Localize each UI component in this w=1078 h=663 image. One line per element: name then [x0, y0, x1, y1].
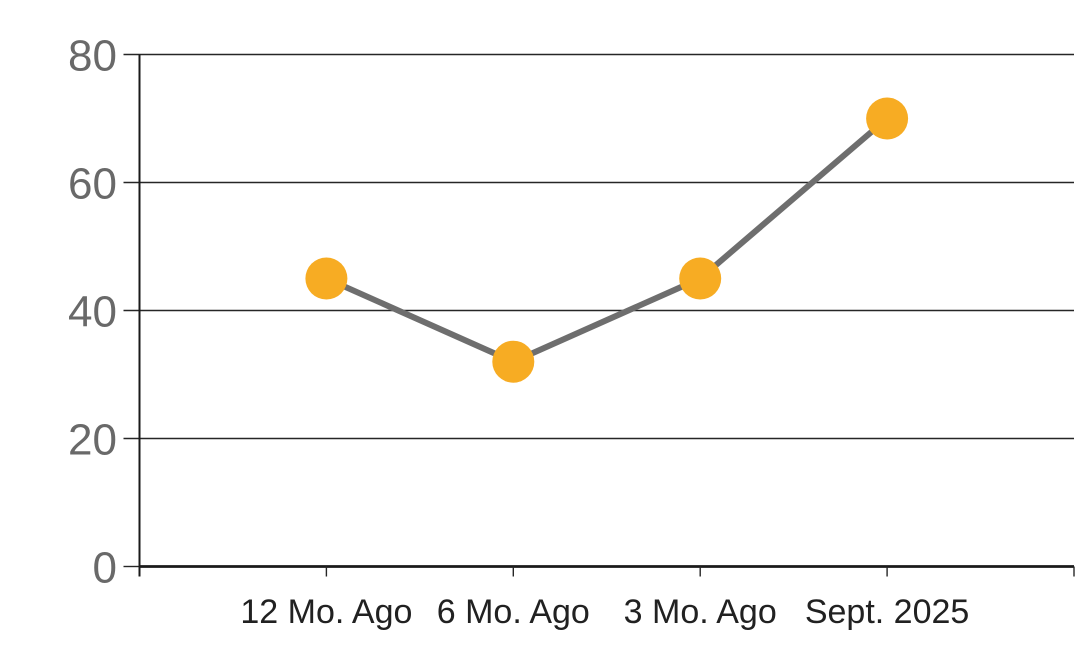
- x-axis-tick-label: 12 Mo. Ago: [240, 593, 412, 631]
- data-point-marker: [305, 257, 348, 300]
- x-axis-tick-label: 6 Mo. Ago: [437, 593, 590, 631]
- data-point-marker: [866, 97, 909, 140]
- y-axis-tick-label: 40: [68, 288, 117, 337]
- data-point-marker: [679, 257, 722, 300]
- y-axis-tick-label: 0: [93, 544, 117, 593]
- y-axis-tick-label: 80: [68, 32, 117, 81]
- series-line: [323, 115, 891, 365]
- x-axis-tick-label: 3 Mo. Ago: [624, 593, 777, 631]
- data-point-marker: [492, 340, 535, 383]
- x-axis-tick-label: Sept. 2025: [805, 593, 969, 631]
- y-axis-tick-label: 60: [68, 160, 117, 209]
- y-axis-tick-label: 20: [68, 416, 117, 465]
